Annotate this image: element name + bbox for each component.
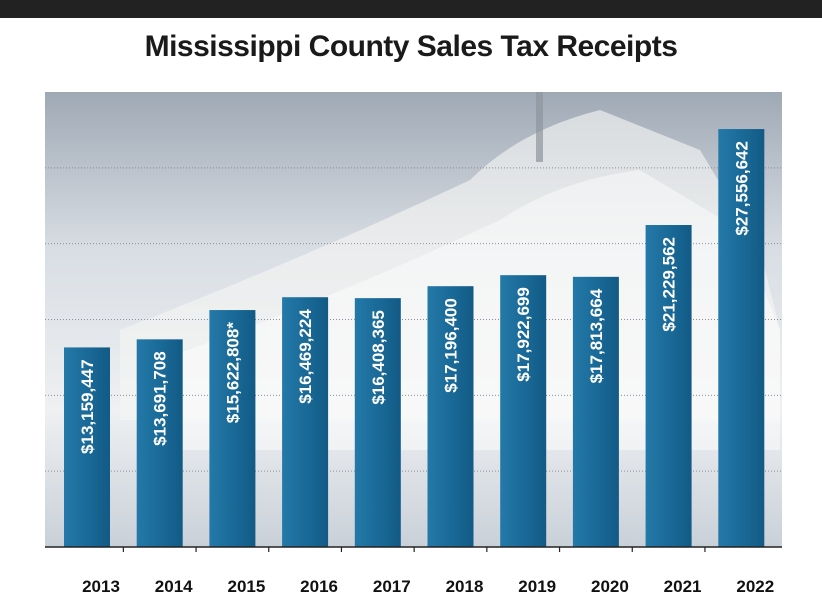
year-label-2016: 2016 xyxy=(300,577,338,596)
year-label-2018: 2018 xyxy=(446,577,484,596)
bar-value-label-2016: $16,469,224 xyxy=(296,309,315,404)
year-label-2020: 2020 xyxy=(591,577,629,596)
bar-value-label-2019: $17,922,699 xyxy=(514,287,533,382)
bar-value-label-2018: $17,196,400 xyxy=(442,298,461,393)
bar-2021 xyxy=(645,225,692,547)
year-label-2021: 2021 xyxy=(664,577,702,596)
bar-2017 xyxy=(354,298,401,547)
bar-value-label-2020: $17,813,664 xyxy=(587,288,606,383)
year-label-2015: 2015 xyxy=(227,577,265,596)
bar-value-label-2017: $16,408,365 xyxy=(369,310,388,405)
bar-value-label-2013: $13,159,447 xyxy=(78,359,97,454)
bar-value-labels: $13,159,447 $13,691,708 $15,622,808* $16,46… xyxy=(78,141,751,454)
year-label-2014: 2014 xyxy=(155,577,193,596)
x-axis xyxy=(45,546,782,552)
bar-2014 xyxy=(136,339,183,547)
bar-2020 xyxy=(572,276,619,547)
bars xyxy=(64,129,765,547)
bar-value-label-2021: $21,229,562 xyxy=(660,237,679,332)
year-label-2019: 2019 xyxy=(518,577,556,596)
bar-2016 xyxy=(282,297,329,547)
chart-title: Mississippi County Sales Tax Receipts xyxy=(144,30,678,63)
top-rule xyxy=(0,0,822,18)
year-labels: 2013 2014 2015 2016 2017 2018 2019 2020 2021 2022 xyxy=(82,577,774,596)
year-label-2017: 2017 xyxy=(373,577,411,596)
bar-value-label-2015: $15,622,808* xyxy=(223,322,242,424)
bar-2022 xyxy=(718,129,765,547)
year-label-2022: 2022 xyxy=(736,577,774,596)
bar-value-label-2022: $27,556,642 xyxy=(732,141,751,236)
year-label-2013: 2013 xyxy=(82,577,120,596)
bar-value-label-2014: $13,691,708 xyxy=(151,351,170,446)
bar-2013 xyxy=(64,347,110,547)
bar-2018 xyxy=(427,286,474,547)
bar-2015 xyxy=(209,310,256,547)
bar-2019 xyxy=(500,275,547,547)
